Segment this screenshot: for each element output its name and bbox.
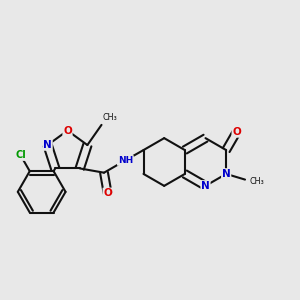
Text: CH₃: CH₃ [103,113,118,122]
Text: NH: NH [118,156,133,165]
Text: N: N [201,181,210,191]
Text: Cl: Cl [15,150,26,160]
Text: O: O [232,127,241,137]
Text: O: O [63,126,72,136]
Text: CH₃: CH₃ [249,177,264,186]
Text: O: O [103,188,112,198]
Text: NH: NH [118,156,133,165]
Text: N: N [43,140,52,150]
Text: N: N [222,169,230,179]
